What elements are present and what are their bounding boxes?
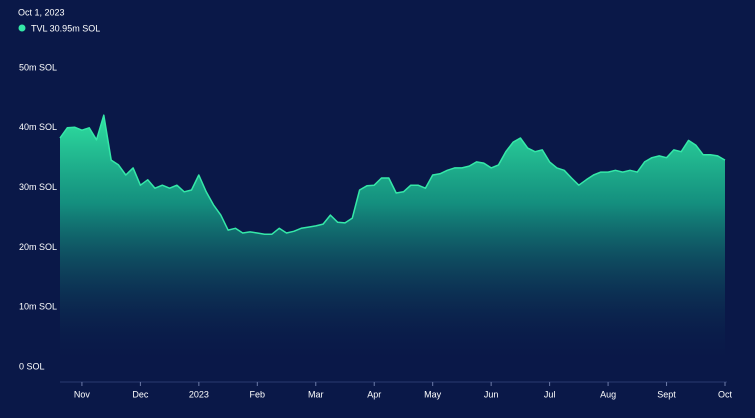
y-tick-label: 40m SOL <box>19 122 57 132</box>
y-tick-label: 50m SOL <box>19 62 57 72</box>
x-tick-label: Jun <box>484 389 499 399</box>
y-tick-label: 0 SOL <box>19 361 45 371</box>
y-tick-label: 10m SOL <box>19 302 57 312</box>
y-tick-label: 30m SOL <box>19 182 57 192</box>
legend-marker <box>18 24 26 32</box>
x-tick-label: Nov <box>74 389 91 399</box>
x-tick-label: Jul <box>544 389 556 399</box>
x-tick-label: Mar <box>308 389 324 399</box>
date-label: Oct 1, 2023 <box>18 7 65 17</box>
x-tick-label: Apr <box>367 389 381 399</box>
x-tick-label: Oct <box>718 389 733 399</box>
x-tick-label: Aug <box>600 389 616 399</box>
legend-label: TVL 30.95m SOL <box>31 23 100 33</box>
x-tick-label: 2023 <box>189 389 209 399</box>
x-tick-label: Sept <box>657 389 676 399</box>
area-line <box>59 114 726 235</box>
x-tick-label: May <box>424 389 442 399</box>
x-tick-label: Dec <box>132 389 149 399</box>
y-tick-label: 20m SOL <box>19 242 57 252</box>
area-fill <box>60 115 725 367</box>
x-tick-label: Feb <box>250 389 266 399</box>
